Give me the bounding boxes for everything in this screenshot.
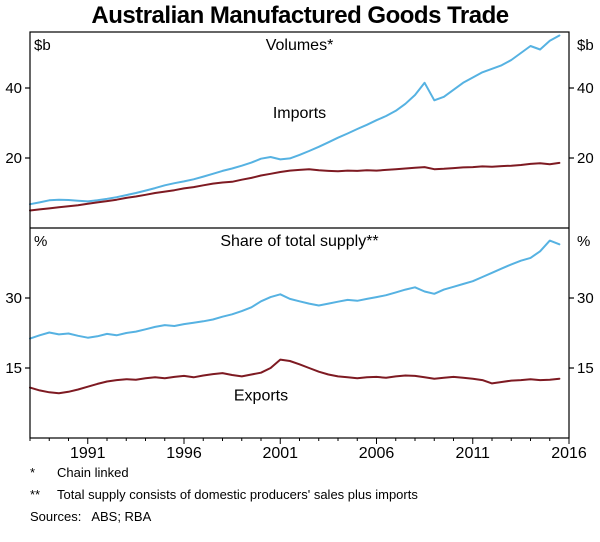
axis-unit-label: % (34, 233, 47, 250)
footnote: ** Total supply consists of domestic prod… (30, 487, 600, 502)
sources-text: ABS; RBA (91, 509, 152, 524)
imports-series-label: Imports (273, 105, 326, 122)
exports-line-top (29, 161, 561, 212)
exports-series-label: Exports (234, 388, 288, 405)
footnote-text: Chain linked (57, 465, 129, 480)
x-tick-label: 2006 (359, 445, 395, 460)
chart-canvas: 20 20 40 40 $b $b Volumes* Imports 15 15 30 30% % Sha… (5, 31, 594, 460)
footnote-marker: * (30, 465, 36, 480)
footnote: * Chain linked (30, 465, 600, 480)
x-tick-label: 2011 (456, 445, 491, 460)
y-tick-label: 40 (577, 80, 594, 97)
x-tick-label: 1991 (70, 445, 106, 460)
footnote-text: Total supply consists of domestic produc… (57, 487, 418, 502)
axis-unit-label: $b (34, 37, 51, 54)
y-tick-label: 20 (577, 150, 594, 167)
imports-line-bottom (29, 239, 561, 340)
chart-title: Australian Manufactured Goods Trade (91, 2, 509, 29)
x-tick-label: 2016 (551, 445, 587, 460)
imports-line-top (29, 34, 561, 206)
footnotes: * Chain linked ** Total supply consists of… (0, 460, 600, 524)
panel-title: Volumes* (266, 37, 334, 54)
y-tick-label: 40 (5, 80, 22, 97)
panel-title: Share of total supply** (220, 233, 378, 250)
x-tick-label: 1996 (166, 445, 202, 460)
chart-figure: Australian Manufactured Goods Trade 20 20… (0, 2, 600, 524)
exports-line-bottom (29, 358, 561, 395)
y-tick-label: 15 (577, 360, 594, 377)
y-tick-label: 30 (577, 290, 594, 307)
plot-frame (29, 31, 570, 439)
sources-line: Sources: ABS; RBA (30, 509, 600, 524)
footnote-marker: ** (30, 487, 41, 502)
sources-label: Sources: (30, 509, 82, 524)
y-tick-label: 20 (5, 150, 22, 167)
axis-unit-label: % (577, 233, 590, 250)
axis-unit-label: $b (577, 37, 594, 54)
y-tick-label: 15 (5, 360, 22, 377)
y-tick-label: 30 (5, 290, 22, 307)
x-tick-label: 2001 (262, 445, 298, 460)
